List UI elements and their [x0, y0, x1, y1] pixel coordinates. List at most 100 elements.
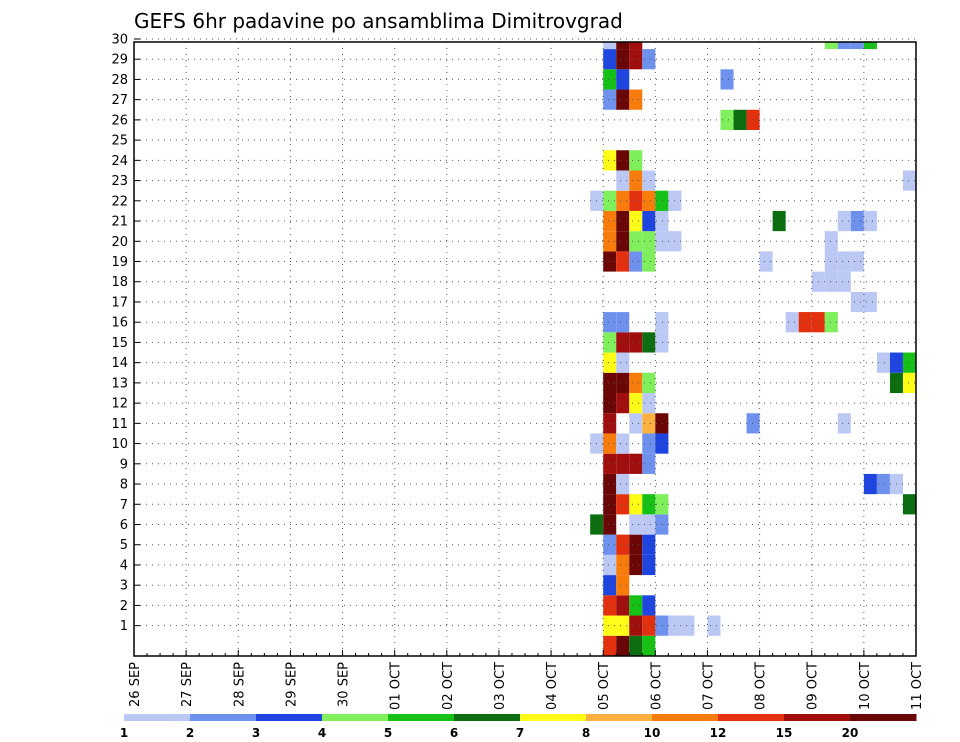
heatmap-cell [642, 231, 656, 252]
heatmap-cell [603, 49, 617, 70]
heatmap-cell [746, 109, 760, 131]
heatmap-cell [655, 231, 669, 252]
legend-swatch [586, 714, 653, 721]
heatmap-cell [616, 190, 630, 211]
heatmap-cell [772, 210, 786, 232]
heatmap-cell [603, 150, 617, 171]
x-tick-label: 05 OCT [597, 662, 612, 710]
heatmap-cell [616, 42, 630, 50]
heatmap-cell [603, 210, 617, 232]
y-tick-label: 19 [111, 255, 128, 270]
y-tick-label: 3 [120, 579, 128, 594]
color-legend: 1 2 3 4 5 6 7 8 10 12 15 20 [120, 714, 917, 740]
x-tick-label: 01 OCT [389, 662, 404, 710]
heatmap-cell [616, 575, 630, 596]
x-tick-label: 02 OCT [441, 662, 456, 710]
heatmap-cell [863, 210, 877, 232]
heatmap-cell [603, 433, 617, 454]
heatmap-cell [837, 271, 851, 292]
heatmap-cell [863, 42, 877, 50]
heatmap-cell [824, 251, 838, 272]
heatmap-cell [616, 453, 630, 474]
heatmap-cell [616, 150, 630, 171]
heatmap-cell [616, 494, 630, 515]
heatmap-cell [798, 312, 812, 333]
y-tick-label: 6 [120, 518, 128, 533]
heatmap-cell [655, 190, 669, 211]
heatmap-cell [603, 595, 617, 616]
heatmap-cell [603, 190, 617, 211]
heatmap-cell [746, 413, 760, 434]
legend-label: 20 [842, 726, 859, 740]
y-tick-label: 25 [111, 134, 128, 149]
legend-label: 5 [384, 726, 392, 740]
heatmap-cell [655, 494, 669, 515]
legend-swatch [190, 714, 257, 721]
heatmap-cell [642, 595, 656, 616]
legend-label: 12 [710, 726, 727, 740]
heatmap-cell [603, 332, 617, 353]
y-tick-label: 14 [111, 356, 128, 371]
y-tick-label: 8 [120, 478, 128, 493]
heatmap-cell [616, 231, 630, 252]
heatmap-cell [603, 615, 617, 636]
heatmap-cell [642, 554, 656, 576]
y-tick-label: 20 [111, 235, 128, 250]
x-tick-label: 26 SEP [128, 662, 143, 707]
grid-lines [134, 38, 916, 656]
y-tick-label: 30 [111, 32, 128, 47]
heatmap-cell [603, 372, 617, 394]
heatmap-cell [642, 514, 656, 535]
heatmap-cell [603, 352, 617, 373]
heatmap-cell [642, 49, 656, 70]
legend-label: 7 [516, 726, 524, 740]
heatmap-cell [603, 494, 617, 515]
heatmap-cell [655, 514, 669, 535]
y-tick-label: 26 [111, 113, 128, 128]
heatmap-cell [603, 413, 617, 434]
heatmap-cell [629, 231, 643, 252]
heatmap-cell [824, 42, 838, 50]
y-tick-label: 24 [111, 154, 128, 169]
heatmap-cell [616, 312, 630, 333]
heatmap-cell [616, 534, 630, 555]
heatmap-cell [629, 332, 643, 353]
y-tick-label: 2 [120, 599, 128, 614]
legend-swatch [652, 714, 719, 721]
heatmap-cell [616, 615, 630, 636]
legend-swatch [718, 714, 785, 721]
heatmap-cell [902, 352, 916, 373]
y-tick-label: 9 [120, 457, 128, 472]
heatmap-cell [629, 393, 643, 414]
heatmap-cell [603, 554, 617, 576]
heatmap-cell [616, 69, 630, 90]
heatmap-cell [850, 42, 864, 50]
heatmap-cell [642, 413, 656, 434]
y-axis-ticks: 1234567891011121314151617181920212223242… [111, 32, 140, 634]
heatmap-cell [616, 473, 630, 495]
heatmap-cell [824, 231, 838, 252]
heatmap-cell [616, 49, 630, 70]
heatmap-cell [629, 514, 643, 535]
heatmap-cell [603, 635, 617, 656]
heatmap-cell [837, 251, 851, 272]
heatmap-cell [642, 210, 656, 232]
heatmap-cell [902, 372, 916, 394]
heatmap-cell [629, 372, 643, 394]
x-tick-label: 29 SEP [284, 662, 299, 707]
heatmap-cell [863, 291, 877, 313]
heatmap-cell [642, 251, 656, 272]
heatmap-cell [642, 615, 656, 636]
heatmap-cell [629, 210, 643, 232]
heatmap-cell [837, 413, 851, 434]
heatmap-cell [642, 453, 656, 474]
y-tick-label: 17 [111, 295, 128, 310]
heatmap-cell [629, 413, 643, 434]
x-tick-label: 07 OCT [701, 662, 716, 710]
legend-swatch [454, 714, 521, 721]
heatmap-cell [850, 251, 864, 272]
x-tick-label: 08 OCT [754, 662, 769, 710]
heatmap-cell [655, 332, 669, 353]
legend-swatch [784, 714, 851, 721]
heatmap-cell [876, 352, 890, 373]
